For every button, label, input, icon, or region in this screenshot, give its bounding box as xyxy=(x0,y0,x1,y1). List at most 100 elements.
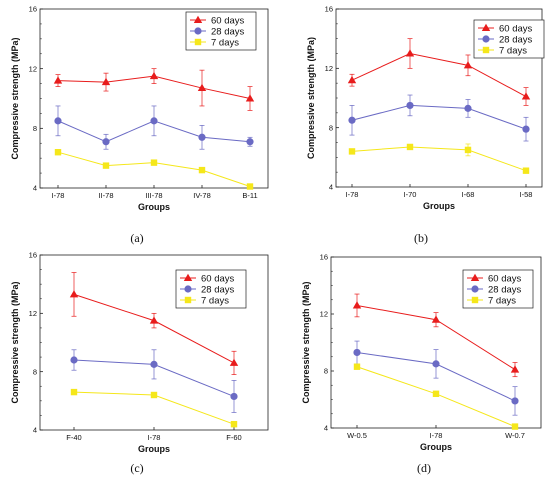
legend-label: 60 days xyxy=(499,23,533,34)
legend-label: 7 days xyxy=(211,37,239,48)
data-point xyxy=(353,348,361,357)
legend-label: 28 days xyxy=(201,284,235,295)
data-point xyxy=(101,77,111,86)
data-point xyxy=(102,162,110,169)
chart-panel-3: 4 8 12 16 F-40 I-78 F-60 Groups Compressive stre… xyxy=(10,251,269,475)
x-tick-label: I-78 xyxy=(430,431,443,440)
data-point xyxy=(246,183,254,190)
series-60-days xyxy=(347,38,531,106)
legend-marker xyxy=(470,273,480,281)
data-point xyxy=(230,420,238,428)
y-tick-label: 16 xyxy=(29,5,37,14)
x-tick-label: I-78 xyxy=(346,190,359,199)
data-point xyxy=(511,397,519,405)
x-tick-label: I-68 xyxy=(462,190,475,199)
data-point xyxy=(348,116,356,124)
x-tick-label: F-40 xyxy=(66,433,81,442)
y-axis-label: Compressive strength (MPa) xyxy=(306,37,316,159)
data-point xyxy=(348,148,356,155)
data-point xyxy=(406,101,414,110)
data-point xyxy=(245,94,255,102)
x-axis-label: Groups xyxy=(138,444,170,454)
y-tick-label: 4 xyxy=(33,426,37,435)
data-point xyxy=(522,167,530,174)
y-axis-label: Compressive strength (MPa) xyxy=(301,281,311,403)
data-point xyxy=(464,104,472,112)
y-tick-label: 12 xyxy=(29,64,37,73)
series-28-days xyxy=(353,340,519,416)
data-point xyxy=(197,83,207,92)
x-tick-label: I-70 xyxy=(404,190,417,199)
data-point xyxy=(230,392,238,401)
legend-label: 60 days xyxy=(488,273,522,284)
data-point xyxy=(522,125,530,133)
y-tick-label: 12 xyxy=(325,64,333,73)
legend-label: 7 days xyxy=(488,295,516,306)
data-point xyxy=(463,61,473,69)
data-point xyxy=(353,363,361,370)
series-line xyxy=(57,151,251,187)
legend-marker xyxy=(482,46,490,54)
y-tick-label: 4 xyxy=(329,183,333,192)
series-7-days xyxy=(70,388,238,428)
legend-marker xyxy=(184,296,192,304)
x-tick-label: IV-78 xyxy=(193,191,211,200)
y-tick-label: 8 xyxy=(329,123,333,132)
legend-label: 28 days xyxy=(499,34,533,45)
x-axis-label: Groups xyxy=(138,202,170,212)
legend-label: 28 days xyxy=(211,26,245,37)
x-tick-label: B-11 xyxy=(242,191,257,200)
x-tick-label: W-0.5 xyxy=(347,431,367,440)
series-line xyxy=(351,146,527,172)
data-point xyxy=(149,316,159,324)
y-tick-label: 8 xyxy=(33,124,37,133)
y-tick-label: 12 xyxy=(29,309,37,318)
y-tick-label: 16 xyxy=(29,251,37,260)
series-28-days xyxy=(70,349,238,413)
panel-caption: (c) xyxy=(130,461,143,475)
x-tick-label: F-60 xyxy=(226,433,241,442)
legend-marker xyxy=(482,35,490,43)
legend-marker xyxy=(194,38,202,46)
chart-panel-1: 4 8 12 16 I-78 II-78 III-78 IV-78 B-11 Groups Comp… xyxy=(10,5,269,245)
data-point xyxy=(352,301,362,309)
data-point xyxy=(432,360,440,368)
data-point xyxy=(229,358,239,366)
legend-label: 60 days xyxy=(211,15,245,26)
data-point xyxy=(511,423,519,430)
x-axis-label: Groups xyxy=(420,442,452,452)
data-point xyxy=(347,75,357,84)
series-7-days xyxy=(54,149,254,190)
data-point xyxy=(150,117,158,125)
data-point xyxy=(150,360,158,368)
series-line xyxy=(351,104,527,130)
y-axis-label: Compressive strength (MPa) xyxy=(10,37,20,159)
data-point xyxy=(405,49,415,57)
series-28-days xyxy=(348,94,530,142)
data-point xyxy=(53,76,63,84)
y-tick-label: 8 xyxy=(324,367,328,376)
y-tick-label: 4 xyxy=(324,424,328,433)
data-point xyxy=(70,356,78,364)
x-tick-label: I-58 xyxy=(520,190,533,199)
y-tick-label: 16 xyxy=(325,5,333,14)
legend-marker xyxy=(471,285,479,293)
data-point xyxy=(198,133,206,141)
legend-marker xyxy=(184,285,192,293)
panel-caption: (d) xyxy=(417,461,431,475)
series-60-days xyxy=(53,68,255,111)
data-point xyxy=(198,166,206,174)
chart-panel-4: 4 8 12 16 W-0.5 I-78 W-0.7 Groups Compressive st… xyxy=(301,253,542,475)
legend-label: 7 days xyxy=(499,45,527,56)
x-tick-label: II-78 xyxy=(98,191,113,200)
data-point xyxy=(406,143,414,151)
legend-marker xyxy=(481,23,491,31)
series-line xyxy=(351,52,527,97)
y-axis-label: Compressive strength (MPa) xyxy=(10,281,20,403)
data-point xyxy=(432,390,440,397)
y-tick-label: 4 xyxy=(33,184,37,193)
data-point xyxy=(54,117,62,125)
series-60-days xyxy=(352,293,520,378)
panel-caption: (b) xyxy=(414,231,428,245)
